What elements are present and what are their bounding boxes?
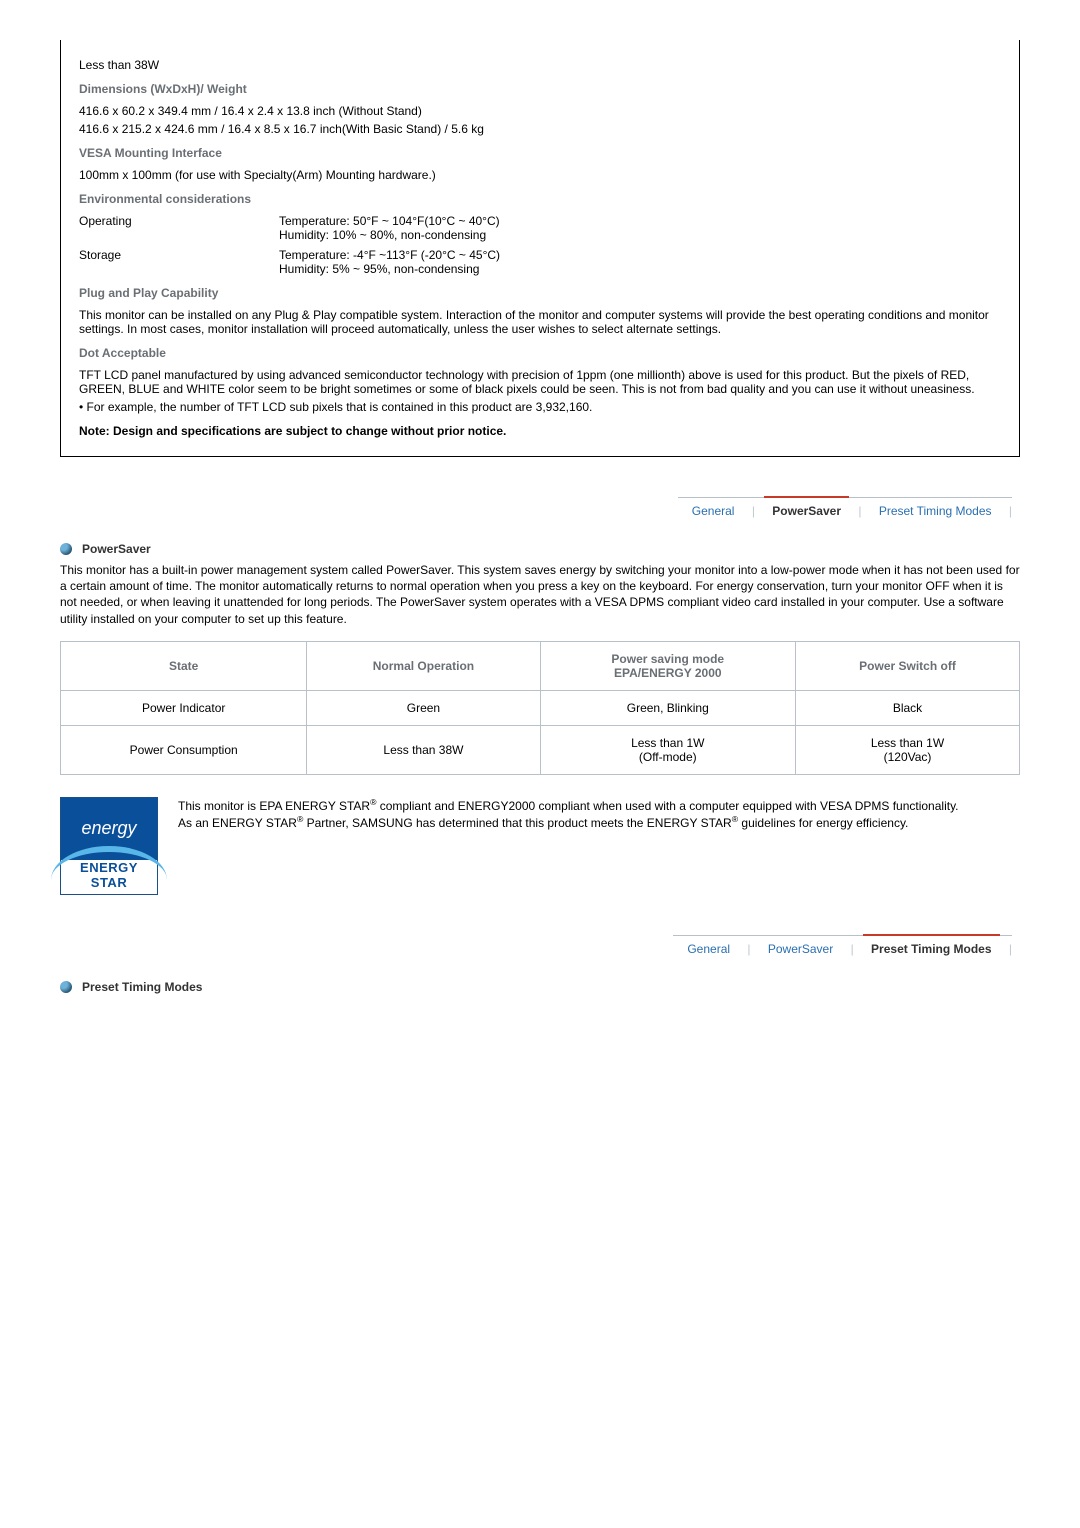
tab-preset-timing-modes[interactable]: Preset Timing Modes	[857, 936, 1005, 962]
env-operating-row: Operating Temperature: 50°F ~ 104°F(10°C…	[79, 214, 1001, 242]
env-operating-humidity: Humidity: 10% ~ 80%, non-condensing	[279, 228, 500, 242]
dimensions-line-1: 416.6 x 60.2 x 349.4 mm / 16.4 x 2.4 x 1…	[79, 104, 1001, 118]
env-storage-humidity: Humidity: 5% ~ 95%, non-condensing	[279, 262, 500, 276]
th-saving-l2: EPA/ENERGY 2000	[549, 666, 788, 680]
preset-title: Preset Timing Modes	[82, 980, 202, 994]
env-storage-temp: Temperature: -4°F ~113°F (-20°C ~ 45°C)	[279, 248, 500, 262]
pnp-heading: Plug and Play Capability	[79, 286, 1001, 300]
th-saving-l1: Power saving mode	[549, 652, 788, 666]
tab-separator: |	[851, 942, 854, 956]
tab-separator: |	[752, 504, 755, 518]
cell-off-l2: (120Vac)	[804, 750, 1011, 764]
bullet-icon	[60, 543, 72, 555]
bullet-icon	[60, 981, 72, 993]
cell-saving-l1: Less than 1W	[549, 736, 788, 750]
vesa-body: 100mm x 100mm (for use with Specialty(Ar…	[79, 168, 1001, 182]
tab-powersaver[interactable]: PowerSaver	[758, 498, 855, 524]
th-state: State	[61, 641, 307, 690]
table-header-row: State Normal Operation Power saving mode…	[61, 641, 1020, 690]
cell-off: Black	[796, 690, 1020, 725]
cell-state: Power Consumption	[61, 725, 307, 774]
power-consumption-value: Less than 38W	[79, 58, 1001, 72]
tab-separator: |	[1009, 942, 1012, 956]
th-off: Power Switch off	[796, 641, 1020, 690]
cell-normal: Less than 38W	[307, 725, 540, 774]
cell-state: Power Indicator	[61, 690, 307, 725]
spec-box: Less than 38W Dimensions (WxDxH)/ Weight…	[60, 40, 1020, 457]
cell-saving: Less than 1W (Off-mode)	[540, 725, 796, 774]
dimensions-line-2: 416.6 x 215.2 x 424.6 mm / 16.4 x 8.5 x …	[79, 122, 1001, 136]
tab-preset-timing-modes[interactable]: Preset Timing Modes	[865, 498, 1006, 524]
cell-saving: Green, Blinking	[540, 690, 796, 725]
env-operating-label: Operating	[79, 214, 279, 242]
certification-row: energy ENERGY STAR This monitor is EPA E…	[60, 797, 1020, 895]
cert-text-part: This monitor is EPA ENERGY STAR	[178, 799, 370, 813]
energy-star-logo-label: ENERGY STAR	[61, 860, 157, 890]
tabs-row-preset: General | PowerSaver | Preset Timing Mod…	[60, 935, 1020, 962]
tab-separator: |	[747, 942, 750, 956]
dimensions-heading: Dimensions (WxDxH)/ Weight	[79, 82, 1001, 96]
th-normal: Normal Operation	[307, 641, 540, 690]
cell-normal: Green	[307, 690, 540, 725]
spec-note: Note: Design and specifications are subj…	[79, 424, 1001, 438]
tab-separator: |	[1009, 504, 1012, 518]
tab-general[interactable]: General	[678, 498, 749, 524]
env-heading: Environmental considerations	[79, 192, 1001, 206]
energy-star-logo-icon: energy ENERGY STAR	[60, 797, 158, 895]
powersaver-title: PowerSaver	[82, 542, 151, 556]
tabs-row-powersaver: General | PowerSaver | Preset Timing Mod…	[60, 497, 1020, 524]
vesa-heading: VESA Mounting Interface	[79, 146, 1001, 160]
tab-general[interactable]: General	[673, 936, 744, 962]
dot-heading: Dot Acceptable	[79, 346, 1001, 360]
th-saving: Power saving mode EPA/ENERGY 2000	[540, 641, 796, 690]
pnp-body: This monitor can be installed on any Plu…	[79, 308, 1001, 336]
tab-powersaver[interactable]: PowerSaver	[754, 936, 847, 962]
dot-bullet-text: For example, the number of TFT LCD sub p…	[87, 400, 593, 414]
cert-text-part: As an ENERGY STAR	[178, 816, 297, 830]
env-storage-label: Storage	[79, 248, 279, 276]
env-storage-row: Storage Temperature: -4°F ~113°F (-20°C …	[79, 248, 1001, 276]
cert-text-part: compliant and ENERGY2000 compliant when …	[376, 799, 958, 813]
cell-off-l1: Less than 1W	[804, 736, 1011, 750]
table-row: Power Indicator Green Green, Blinking Bl…	[61, 690, 1020, 725]
powersaver-paragraph: This monitor has a built-in power manage…	[60, 562, 1020, 627]
dot-body: TFT LCD panel manufactured by using adva…	[79, 368, 1001, 396]
cell-saving-l2: (Off-mode)	[549, 750, 788, 764]
table-row: Power Consumption Less than 38W Less tha…	[61, 725, 1020, 774]
cell-off: Less than 1W (120Vac)	[796, 725, 1020, 774]
env-operating-temp: Temperature: 50°F ~ 104°F(10°C ~ 40°C)	[279, 214, 500, 228]
powersaver-table: State Normal Operation Power saving mode…	[60, 641, 1020, 775]
dot-bullet: • For example, the number of TFT LCD sub…	[79, 400, 1001, 414]
certification-text: This monitor is EPA ENERGY STAR® complia…	[178, 797, 959, 831]
cert-text-part: guidelines for energy efficiency.	[738, 816, 908, 830]
cert-text-part: Partner, SAMSUNG has determined that thi…	[303, 816, 731, 830]
tab-separator: |	[858, 504, 861, 518]
